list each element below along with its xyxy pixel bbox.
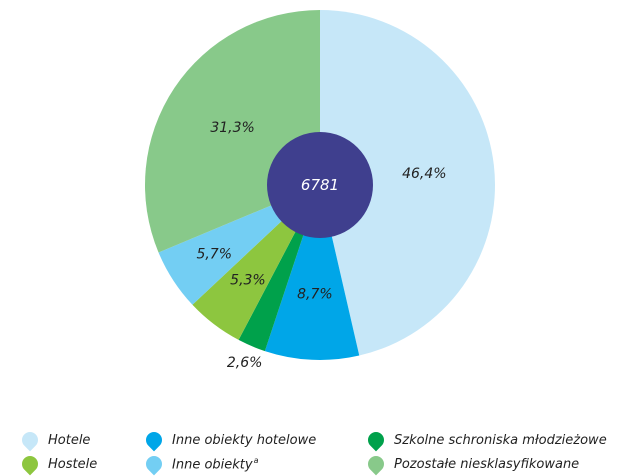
slice-value-label: 8,7% (297, 286, 333, 302)
legend-item-hotele: Hotele (18, 428, 91, 452)
legend-label: Inne obiektya (172, 455, 259, 473)
pie-slice (320, 10, 495, 356)
slice-value-label: 5,3% (230, 273, 266, 289)
pie-chart: 46,4% 8,7% 2,6% 5,3% 5,7% 31,3% 6781 (145, 10, 495, 371)
legend-swatch (142, 452, 166, 476)
legend-label: Hotele (48, 432, 91, 448)
legend-swatch (18, 452, 42, 476)
legend-footnote-marker: a (253, 455, 259, 465)
legend-swatch (142, 428, 166, 452)
legend-item-szkolne-schroniska: Szkolne schroniska młodzieżowe (364, 428, 607, 452)
legend-swatch (18, 428, 42, 452)
legend-swatch (364, 452, 388, 476)
legend-label: Hostele (48, 456, 98, 472)
slice-labels: 46,4% 8,7% 2,6% 5,3% 5,7% 31,3% (196, 120, 446, 371)
legend-item-hostele: Hostele (18, 452, 98, 476)
slice-value-label: 5,7% (196, 247, 232, 263)
center-total-label: 6781 (301, 176, 339, 194)
slice-value-label: 46,4% (402, 166, 446, 182)
legend-item-inne-obiekty: Inne obiektya (142, 452, 259, 476)
legend-swatch (364, 428, 388, 452)
slice-value-label: 31,3% (210, 120, 254, 136)
slice-value-label: 2,6% (227, 355, 263, 371)
legend-label: Inne obiekty hotelowe (172, 432, 317, 448)
legend-label: Szkolne schroniska młodzieżowe (394, 432, 607, 448)
legend-item-pozostale: Pozostałe niesklasyfikowane (364, 452, 580, 476)
pie-slice (264, 185, 360, 360)
legend-label: Pozostałe niesklasyfikowane (394, 456, 580, 472)
legend-item-inne-obiekty-hotelowe: Inne obiekty hotelowe (142, 428, 317, 452)
center-circle (267, 132, 373, 238)
legend: Hotele Hostele Inne obiekty hotelowe Inn… (0, 428, 628, 476)
